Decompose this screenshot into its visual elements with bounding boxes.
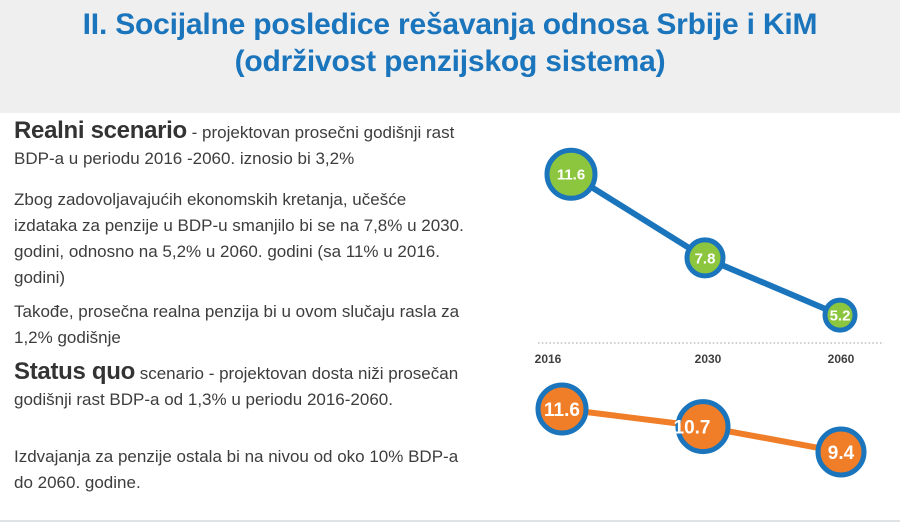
data-point-marker	[815, 426, 867, 478]
slide-header: II. Socijalne posledice rešavanja odnosa…	[0, 0, 900, 113]
paragraph-text: Izdvajanja za penzije ostala bi na nivou…	[14, 447, 459, 492]
paragraph-realni-scenario: Realni scenario - projektovan prosečni g…	[14, 118, 509, 172]
paragraph-text: Takođe, prosečna realna penzija bi u ovo…	[14, 302, 460, 347]
paragraph-izdvajanja: Izdvajanja za penzije ostala bi na nivou…	[14, 444, 509, 496]
data-point-label: 10.7	[674, 417, 711, 438]
paragraph-status-quo: Status quo scenario - projektovan dosta …	[14, 359, 509, 413]
body-text-column: Realni scenario - projektovan prosečni g…	[14, 118, 509, 504]
x-axis-label: 2030	[695, 352, 722, 366]
paragraph-text: Zbog zadovoljavajućih ekonomskih kretanj…	[14, 190, 464, 287]
paragraph-lead: Realni scenario	[14, 117, 187, 144]
data-point-label: 11.6	[544, 400, 580, 421]
paragraph-text: - projektovan prosečni godišnji rast BDP…	[14, 123, 455, 168]
paragraph-lead: Status quo	[14, 358, 135, 385]
slide-title: II. Socijalne posledice rešavanja odnosa…	[82, 8, 818, 78]
data-point-label: 5.2	[830, 308, 851, 325]
line-chart-realni-scenario: 2016 2030 2060 11.6 7.8 5.2	[535, 147, 884, 366]
data-point-label: 7.8	[695, 250, 716, 267]
data-point-marker	[544, 147, 598, 201]
data-point-marker	[675, 399, 731, 455]
slide-footer-rule	[0, 520, 900, 522]
paragraph-pension-expenditure: Zbog zadovoljavajućih ekonomskih kretanj…	[14, 187, 509, 291]
data-point-marker	[822, 297, 858, 333]
paragraph-real-pension-growth: Takođe, prosečna realna penzija bi u ovo…	[14, 299, 509, 351]
line-chart-status-quo: 11.6 10.7 9.4	[535, 382, 867, 478]
data-point-label: 11.6	[557, 167, 585, 184]
data-point-marker	[535, 382, 589, 436]
data-point-marker	[684, 237, 726, 279]
x-axis-label: 2060	[828, 352, 855, 366]
x-axis-label: 2016	[535, 352, 562, 366]
data-point-label: 9.4	[828, 443, 855, 464]
paragraph-text: scenario - projektovan dosta niži proseč…	[14, 364, 459, 409]
